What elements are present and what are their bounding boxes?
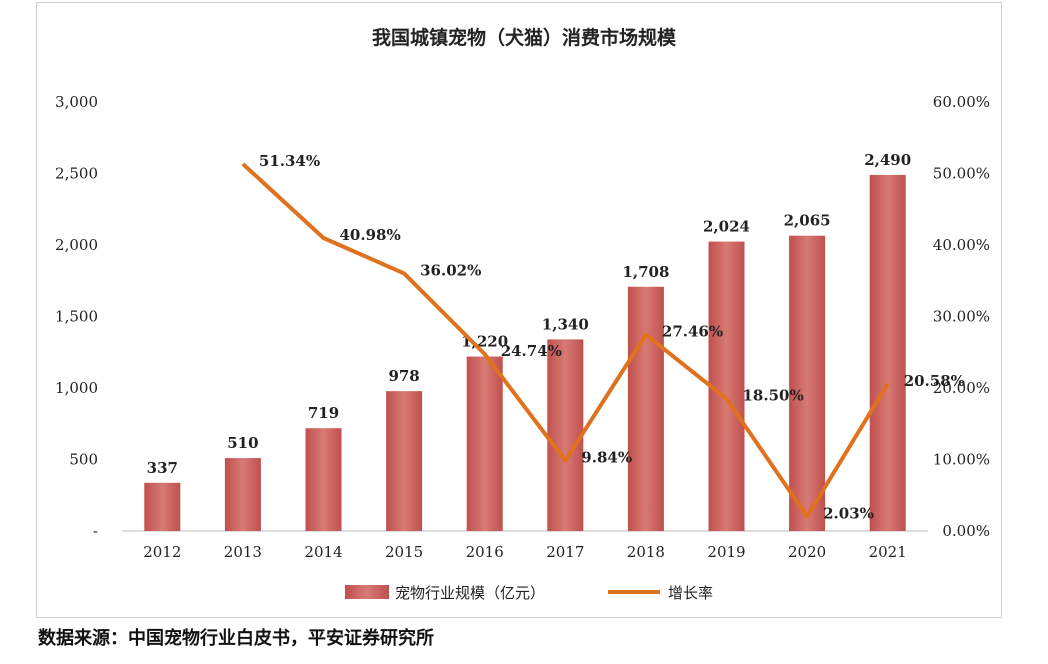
bar-value-label: 2,490 [864,151,911,169]
bar-series [144,174,906,531]
legend: 宠物行业规模（亿元） 增长率 [345,584,713,602]
x-tick-label: 2015 [385,543,423,561]
x-tick-label: 2020 [788,543,826,561]
rate-value-label: 9.84% [581,449,632,467]
bar-value-label: 978 [388,367,419,385]
bar-value-label: 1,340 [542,315,589,333]
chart-area: 我国城镇宠物（犬猫）消费市场规模 - 500 1,000 1,500 2,000 2,50… [55,26,990,602]
legend-line-label: 增长率 [668,584,713,602]
chart-title: 我国城镇宠物（犬猫）消费市场规模 [372,26,677,49]
bar [789,235,826,531]
bar-value-label: 719 [308,404,339,422]
x-tick-label: 2012 [143,543,181,561]
left-tick-label: 500 [69,451,98,469]
rate-value-label: 51.34% [259,152,320,170]
left-tick-label: 1,000 [55,379,98,397]
x-tick-label: 2019 [707,543,745,561]
bar-value-label: 2,065 [784,212,831,230]
left-tick-label: - [93,522,98,540]
bar [144,482,181,531]
x-tick-label: 2016 [466,543,504,561]
rate-value-label: 40.98% [340,226,401,244]
left-tick-label: 3,000 [55,93,98,111]
rate-value-label: 20.58% [904,372,965,390]
bar [627,286,664,531]
right-tick-label: 60.00% [933,93,990,111]
rate-value-label: 27.46% [662,323,723,341]
left-axis: - 500 1,000 1,500 2,000 2,500 3,000 [55,93,98,540]
x-tick-label: 2014 [304,543,342,561]
bar [708,241,745,531]
source-note: 数据来源：中国宠物行业白皮书，平安证券研究所 [38,628,434,649]
bar-value-label: 2,024 [703,218,750,236]
right-tick-label: 50.00% [933,165,990,183]
right-tick-label: 40.00% [933,236,990,254]
x-tick-label: 2021 [869,543,907,561]
chart-frame [36,2,1002,618]
bar-value-label: 510 [227,434,258,452]
right-tick-label: 20.00% [933,379,990,397]
bar [224,458,261,531]
right-tick-label: 10.00% [933,451,990,469]
x-tick-label: 2018 [627,543,665,561]
left-tick-label: 2,000 [55,236,98,254]
rate-value-label: 18.50% [743,387,804,405]
x-tick-label: 2017 [546,543,584,561]
bar-value-label: 337 [147,459,178,477]
right-tick-label: 30.00% [933,308,990,326]
x-tick-label: 2013 [224,543,262,561]
right-axis: 0.00% 10.00% 20.00% 30.00% 40.00% 50.00% 60.00… [933,93,990,540]
bar [547,339,584,531]
bar-value-label: 1,708 [622,263,669,281]
rate-value-label: 24.74% [501,342,562,360]
bar-value-label: 1,220 [461,333,508,351]
x-axis: 2012 2013 2014 2015 2016 2017 2018 2019 2020 2021 [143,543,907,561]
bar [305,428,342,531]
growth-rate-line [241,162,890,519]
rate-value-label: 36.02% [420,261,481,279]
bar [466,356,503,531]
bar-value-labels: 337 510 719 978 1,220 1,340 1,708 2,024 2,065 2,4… [147,151,912,477]
legend-bar-swatch [345,585,389,599]
legend-bar-label: 宠物行业规模（亿元） [395,584,545,602]
left-tick-label: 1,500 [55,308,98,326]
rate-value-labels: 51.34% 40.98% 36.02% 24.74% 9.84% 27.46% 18.50… [259,152,965,523]
bar [386,391,423,531]
right-tick-label: 0.00% [942,522,990,540]
rate-value-label: 2.03% [823,504,874,522]
left-tick-label: 2,500 [55,165,98,183]
bar [869,174,906,531]
